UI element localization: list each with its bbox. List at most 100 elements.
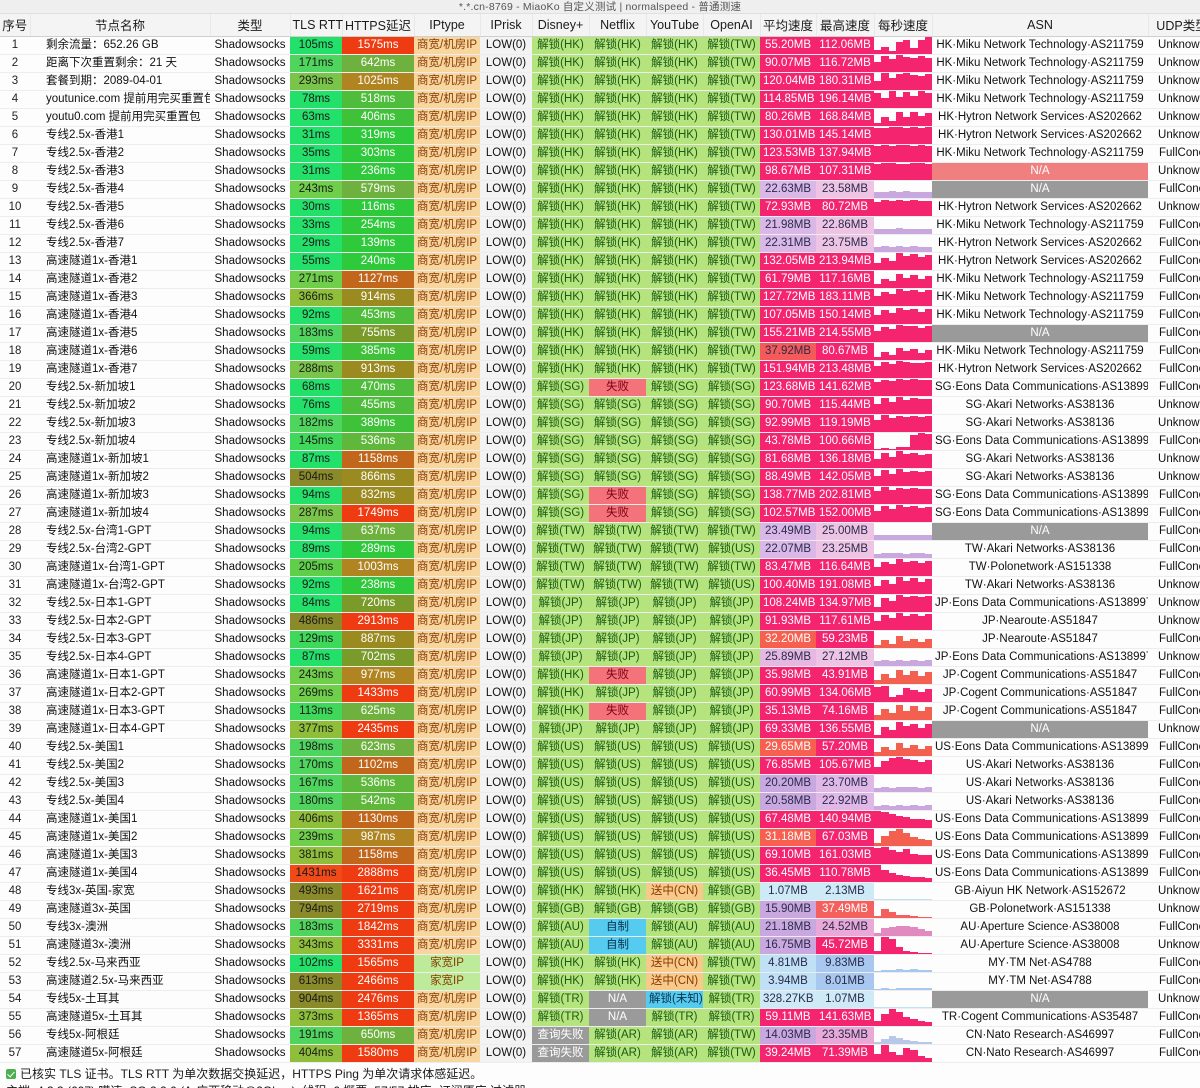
cell-disney: 解锁(AU) bbox=[532, 936, 589, 955]
cell-openai: 解锁(US) bbox=[703, 846, 760, 865]
table-row[interactable]: 24 高速隧道1x-新加坡1 Shadowsocks 87ms 1158ms 商宽/机房I… bbox=[0, 450, 1200, 469]
table-row[interactable]: 19 高速隧道1x-香港7 Shadowsocks 288ms 913ms 商宽/机房IP… bbox=[0, 360, 1200, 379]
table-row[interactable]: 8 专线2.5x-香港3 Shadowsocks 31ms 236ms 商宽/机房IP LO… bbox=[0, 162, 1200, 181]
table-row[interactable]: 50 专线3x-澳洲 Shadowsocks 183ms 1842ms 商宽/机房IP LO… bbox=[0, 918, 1200, 937]
cell-type: Shadowsocks bbox=[210, 648, 290, 667]
table-row[interactable]: 3 套餐到期：2089-04-01 Shadowsocks 293ms 1025ms 商宽… bbox=[0, 72, 1200, 91]
cell-disney: 解锁(US) bbox=[532, 756, 589, 775]
table-row[interactable]: 13 高速隧道1x-香港1 Shadowsocks 55ms 240ms 商宽/机房IP L… bbox=[0, 252, 1200, 271]
table-row[interactable]: 31 高速隧道1x-台湾2-GPT Shadowsocks 92ms 238ms 商宽/机… bbox=[0, 576, 1200, 595]
table-row[interactable]: 55 高速隧道5x-土耳其 Shadowsocks 373ms 1365ms 商宽/机房I… bbox=[0, 1008, 1200, 1027]
table-row[interactable]: 32 专线2.5x-日本1-GPT Shadowsocks 84ms 720ms 商宽/机… bbox=[0, 594, 1200, 613]
table-row[interactable]: 37 高速隧道1x-日本2-GPT Shadowsocks 269ms 1433ms 商宽… bbox=[0, 684, 1200, 703]
table-row[interactable]: 11 专线2.5x-香港6 Shadowsocks 33ms 254ms 商宽/机房IP L… bbox=[0, 216, 1200, 235]
table-row[interactable]: 5 youtu0.com 提前用完买重置包 Shadowsocks 63ms 406ms… bbox=[0, 108, 1200, 127]
table-row[interactable]: 42 专线2.5x-美国3 Shadowsocks 167ms 536ms 商宽/机房IP… bbox=[0, 774, 1200, 793]
cell-udp-type: FullCone bbox=[1148, 846, 1200, 865]
table-row[interactable]: 48 专线3x-英国-家宽 Shadowsocks 493ms 1621ms 商宽/机房I… bbox=[0, 882, 1200, 901]
cell-https-latency: 1158ms bbox=[342, 846, 414, 865]
table-row[interactable]: 36 高速隧道1x-日本1-GPT Shadowsocks 243ms 977ms 商宽/… bbox=[0, 666, 1200, 685]
cell-per-second-speed-sparkline bbox=[874, 576, 932, 595]
table-row[interactable]: 46 高速隧道1x-美国3 Shadowsocks 381ms 1158ms 商宽/机房I… bbox=[0, 846, 1200, 865]
table-row[interactable]: 10 专线2.5x-香港5 Shadowsocks 30ms 116ms 商宽/机房IP L… bbox=[0, 198, 1200, 217]
col-header-avg-speed[interactable]: 平均速度 bbox=[760, 14, 817, 37]
col-header-disney[interactable]: Disney+ bbox=[532, 14, 590, 37]
cell-https-latency: 240ms bbox=[342, 252, 414, 271]
table-row[interactable]: 56 专线5x-阿根廷 Shadowsocks 191ms 650ms 商宽/机房IP LO… bbox=[0, 1026, 1200, 1045]
cell-tls-rtt: 381ms bbox=[290, 846, 342, 865]
table-row[interactable]: 40 专线2.5x-美国1 Shadowsocks 198ms 623ms 商宽/机房IP… bbox=[0, 738, 1200, 757]
table-row[interactable]: 21 专线2.5x-新加坡2 Shadowsocks 76ms 455ms 商宽/机房IP… bbox=[0, 396, 1200, 415]
cell-index: 7 bbox=[0, 144, 30, 163]
col-header-asn[interactable]: ASN bbox=[932, 14, 1149, 37]
cell-tls-rtt: 31ms bbox=[290, 126, 342, 145]
col-header-iptype[interactable]: IPtype bbox=[414, 14, 481, 37]
table-row[interactable]: 26 高速隧道1x-新加坡3 Shadowsocks 94ms 832ms 商宽/机房IP… bbox=[0, 486, 1200, 505]
table-row[interactable]: 18 高速隧道1x-香港6 Shadowsocks 59ms 385ms 商宽/机房IP L… bbox=[0, 342, 1200, 361]
table-row[interactable]: 38 高速隧道1x-日本3-GPT Shadowsocks 113ms 625ms 商宽/… bbox=[0, 702, 1200, 721]
col-header-youtube[interactable]: YouTube bbox=[646, 14, 704, 37]
col-header-tls-rtt[interactable]: TLS RTT bbox=[290, 14, 343, 37]
cell-index: 54 bbox=[0, 990, 30, 1009]
table-row[interactable]: 15 高速隧道1x-香港3 Shadowsocks 366ms 914ms 商宽/机房IP… bbox=[0, 288, 1200, 307]
col-header-nodename[interactable]: 节点名称 bbox=[30, 14, 211, 37]
col-header-udp-type[interactable]: UDP类型 bbox=[1148, 14, 1200, 37]
cell-node-name: 高速隧道5x-阿根廷 bbox=[30, 1044, 210, 1063]
col-header-https-latency[interactable]: HTTPS延迟 bbox=[342, 14, 415, 37]
cell-type: Shadowsocks bbox=[210, 612, 290, 631]
table-row[interactable]: 34 专线2.5x-日本3-GPT Shadowsocks 129ms 887ms 商宽/… bbox=[0, 630, 1200, 649]
table-row[interactable]: 17 高速隧道1x-香港5 Shadowsocks 183ms 755ms 商宽/机房IP… bbox=[0, 324, 1200, 343]
col-header-index[interactable]: 序号 bbox=[0, 14, 31, 37]
table-row[interactable]: 22 专线2.5x-新加坡3 Shadowsocks 182ms 389ms 商宽/机房I… bbox=[0, 414, 1200, 433]
table-row[interactable]: 39 高速隧道1x-日本4-GPT Shadowsocks 377ms 2435ms 商宽… bbox=[0, 720, 1200, 739]
table-row[interactable]: 9 专线2.5x-香港4 Shadowsocks 243ms 579ms 商宽/机房IP L… bbox=[0, 180, 1200, 199]
table-row[interactable]: 1 剩余流量：652.26 GB Shadowsocks 105ms 1575ms 商宽/… bbox=[0, 36, 1200, 55]
cell-asn: HK·Hytron Network Services·AS202662 bbox=[932, 234, 1148, 253]
table-row[interactable]: 25 高速隧道1x-新加坡2 Shadowsocks 504ms 866ms 商宽/机房I… bbox=[0, 468, 1200, 487]
table-row[interactable]: 47 高速隧道1x-美国4 Shadowsocks 1431ms 2888ms 商宽/机房… bbox=[0, 864, 1200, 883]
table-row[interactable]: 33 专线2.5x-日本2-GPT Shadowsocks 486ms 2913ms 商宽… bbox=[0, 612, 1200, 631]
col-header-openai[interactable]: OpenAI bbox=[703, 14, 761, 37]
table-row[interactable]: 52 专线2.5x-马来西亚 Shadowsocks 102ms 1565ms 家宽IP L… bbox=[0, 954, 1200, 973]
cell-index: 33 bbox=[0, 612, 30, 631]
cell-type: Shadowsocks bbox=[210, 234, 290, 253]
table-row[interactable]: 28 专线2.5x-台湾1-GPT Shadowsocks 94ms 637ms 商宽/机… bbox=[0, 522, 1200, 541]
table-row[interactable]: 44 高速隧道1x-美国1 Shadowsocks 406ms 1130ms 商宽/机房I… bbox=[0, 810, 1200, 829]
table-row[interactable]: 20 专线2.5x-新加坡1 Shadowsocks 68ms 470ms 商宽/机房IP… bbox=[0, 378, 1200, 397]
cell-openai: 解锁(JP) bbox=[703, 720, 760, 739]
cell-https-latency: 1580ms bbox=[342, 1044, 414, 1063]
table-row[interactable]: 45 高速隧道1x-美国2 Shadowsocks 239ms 987ms 商宽/机房IP… bbox=[0, 828, 1200, 847]
table-row[interactable]: 12 专线2.5x-香港7 Shadowsocks 29ms 139ms 商宽/机房IP L… bbox=[0, 234, 1200, 253]
table-row[interactable]: 35 专线2.5x-日本4-GPT Shadowsocks 87ms 702ms 商宽/机… bbox=[0, 648, 1200, 667]
cell-type: Shadowsocks bbox=[210, 918, 290, 937]
table-row[interactable]: 57 高速隧道5x-阿根廷 Shadowsocks 404ms 1580ms 商宽/机房I… bbox=[0, 1044, 1200, 1063]
col-header-type[interactable]: 类型 bbox=[210, 14, 291, 37]
table-row[interactable]: 14 高速隧道1x-香港2 Shadowsocks 271ms 1127ms 商宽/机房I… bbox=[0, 270, 1200, 289]
table-row[interactable]: 30 高速隧道1x-台湾1-GPT Shadowsocks 205ms 1003ms 商宽… bbox=[0, 558, 1200, 577]
col-header-netflix[interactable]: Netflix bbox=[589, 14, 647, 37]
table-row[interactable]: 51 高速隧道3x-澳洲 Shadowsocks 343ms 3331ms 商宽/机房IP… bbox=[0, 936, 1200, 955]
table-row[interactable]: 43 专线2.5x-美国4 Shadowsocks 180ms 542ms 商宽/机房IP… bbox=[0, 792, 1200, 811]
cell-asn: TW·Akari Networks·AS38136 bbox=[932, 576, 1148, 595]
table-row[interactable]: 54 专线5x-土耳其 Shadowsocks 904ms 2476ms 商宽/机房IP L… bbox=[0, 990, 1200, 1009]
table-row[interactable]: 6 专线2.5x-香港1 Shadowsocks 31ms 319ms 商宽/机房IP LO… bbox=[0, 126, 1200, 145]
table-row[interactable]: 53 高速隧道2.5x-马来西亚 Shadowsocks 613ms 2466ms 家宽I… bbox=[0, 972, 1200, 991]
cell-https-latency: 579ms bbox=[342, 180, 414, 199]
col-header-per-second-speed[interactable]: 每秒速度 bbox=[874, 14, 933, 37]
table-row[interactable]: 27 高速隧道1x-新加坡4 Shadowsocks 287ms 1749ms 商宽/机房… bbox=[0, 504, 1200, 523]
table-row[interactable]: 29 专线2.5x-台湾2-GPT Shadowsocks 89ms 289ms 商宽/机… bbox=[0, 540, 1200, 559]
table-row[interactable]: 4 youtunice.com 提前用完买重置包 Shadowsocks 78ms 51… bbox=[0, 90, 1200, 109]
table-row[interactable]: 16 高速隧道1x-香港4 Shadowsocks 92ms 453ms 商宽/机房IP L… bbox=[0, 306, 1200, 325]
table-row[interactable]: 2 距离下次重置剩余：21 天 Shadowsocks 171ms 642ms 商宽/机房… bbox=[0, 54, 1200, 73]
col-header-max-speed[interactable]: 最高速度 bbox=[816, 14, 875, 37]
table-row[interactable]: 7 专线2.5x-香港2 Shadowsocks 35ms 303ms 商宽/机房IP LO… bbox=[0, 144, 1200, 163]
cell-index: 2 bbox=[0, 54, 30, 73]
cell-https-latency: 236ms bbox=[342, 162, 414, 181]
table-row[interactable]: 41 专线2.5x-美国2 Shadowsocks 170ms 1102ms 商宽/机房I… bbox=[0, 756, 1200, 775]
table-row[interactable]: 49 高速隧道3x-英国 Shadowsocks 794ms 2719ms 商宽/机房IP… bbox=[0, 900, 1200, 919]
table-row[interactable]: 23 专线2.5x-新加坡4 Shadowsocks 145ms 536ms 商宽/机房I… bbox=[0, 432, 1200, 451]
col-header-iprisk[interactable]: IPrisk bbox=[480, 14, 533, 37]
cell-iprisk: LOW(0) bbox=[480, 828, 532, 847]
cell-disney: 解锁(SG) bbox=[532, 486, 589, 505]
cell-youtube: 解锁(US) bbox=[646, 864, 703, 883]
